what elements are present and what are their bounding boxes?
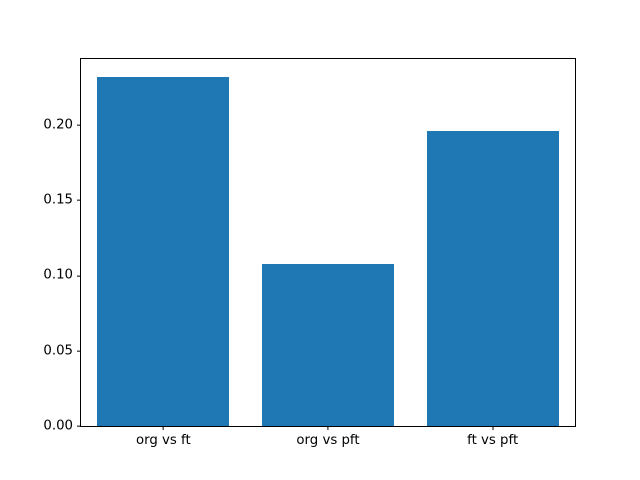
- bar-org-vs-ft: [97, 77, 230, 427]
- y-tick-label: 0.15: [43, 192, 73, 208]
- x-tick-label: ft vs pft: [467, 433, 519, 449]
- y-tick: 0.15: [43, 194, 81, 207]
- plot-area: 0.00 0.05 0.10 0.15 0.20 org vs ft org vs pft…: [43, 57, 576, 447]
- bars-layer: [81, 59, 575, 427]
- y-tick-label: 0.05: [43, 343, 73, 359]
- x-tick-mark: [492, 426, 494, 431]
- bar-ft-vs-pft: [426, 131, 559, 427]
- bar-org-vs-pft: [262, 263, 394, 427]
- x-tick-mark: [162, 426, 164, 431]
- y-tick-label: 0.20: [43, 117, 73, 133]
- x-tick: org vs ft: [136, 426, 191, 447]
- y-tick-label: 0.00: [43, 418, 73, 434]
- x-tick: org vs pft: [296, 426, 360, 449]
- x-tick-label: org vs pft: [296, 433, 360, 449]
- y-tick: 0.05: [43, 343, 81, 359]
- y-tick: 0.20: [43, 117, 81, 133]
- x-tick: ft vs pft: [467, 426, 518, 447]
- y-tick-label: 0.10: [43, 268, 73, 284]
- x-tick-mark: [327, 426, 329, 431]
- y-tick: 0.10: [43, 269, 81, 282]
- x-tick-label: org vs ft: [135, 433, 191, 449]
- y-tick: 0.00: [43, 418, 81, 434]
